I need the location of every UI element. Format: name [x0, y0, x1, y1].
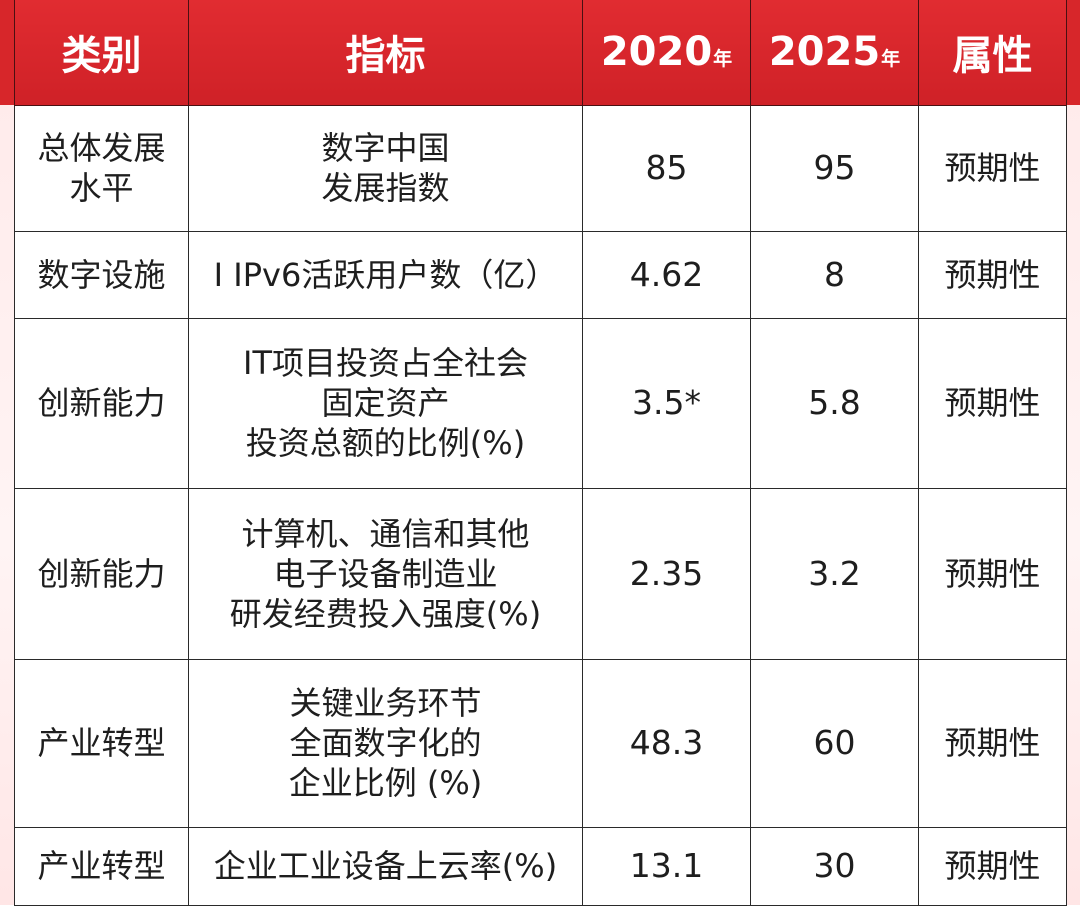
cell-category: 创新能力 — [14, 487, 189, 660]
cell-value-2020: 3.5* — [582, 317, 751, 489]
cell-value-2020: 85 — [582, 104, 751, 232]
cell-value-2025: 8 — [750, 230, 919, 319]
header-attribute: 属性 — [918, 0, 1067, 106]
table-row: 总体发展 水平 数字中国 发展指数 85 95 预期性 — [14, 104, 1067, 232]
cell-indicator: 数字中国 发展指数 — [188, 104, 583, 232]
cell-value-2020: 4.62 — [582, 230, 751, 319]
header-year-2020-number: 2020 — [600, 29, 713, 76]
header-year-2025: 2025年 — [750, 0, 919, 106]
cell-indicator: IT项目投资占全社会 固定资产 投资总额的比例(%) — [188, 317, 583, 489]
table-row: 创新能力 IT项目投资占全社会 固定资产 投资总额的比例(%) 3.5* 5.8… — [14, 317, 1067, 489]
header-row: 类别 指标 2020年 2025年 属性 — [14, 0, 1067, 106]
cell-indicator: 计算机、通信和其他 电子设备制造业 研发经费投入强度(%) — [188, 487, 583, 660]
cell-value-2020: 2.35 — [582, 487, 751, 660]
cell-indicator: 企业工业设备上云率(%) — [188, 826, 583, 906]
cell-attribute: 预期性 — [918, 826, 1067, 906]
table-row: 数字设施 I IPv6活跃用户数（亿） 4.62 8 预期性 — [14, 230, 1067, 319]
header-year-2025-number: 2025 — [768, 29, 881, 76]
cell-value-2025: 30 — [750, 826, 919, 906]
right-edge — [1066, 0, 1080, 905]
header-year-2020-suffix: 年 — [713, 48, 733, 71]
cell-attribute: 预期性 — [918, 104, 1067, 232]
cell-attribute: 预期性 — [918, 487, 1067, 660]
cell-attribute: 预期性 — [918, 230, 1067, 319]
table-row: 产业转型 关键业务环节 全面数字化的 企业比例 (%) 48.3 60 预期性 — [14, 658, 1067, 828]
cell-category: 创新能力 — [14, 317, 189, 489]
table-row: 产业转型 企业工业设备上云率(%) 13.1 30 预期性 — [14, 826, 1067, 906]
cell-category: 总体发展 水平 — [14, 104, 189, 232]
cell-category: 产业转型 — [14, 658, 189, 828]
cell-category: 数字设施 — [14, 230, 189, 319]
header-year-2020: 2020年 — [582, 0, 751, 106]
cell-value-2025: 5.8 — [750, 317, 919, 489]
table-header: 类别 指标 2020年 2025年 属性 — [14, 0, 1067, 106]
cell-indicator: I IPv6活跃用户数（亿） — [188, 230, 583, 319]
table-body: 总体发展 水平 数字中国 发展指数 85 95 预期性 数字设施 I IPv6活… — [14, 104, 1067, 906]
header-indicator: 指标 — [188, 0, 583, 106]
cell-value-2025: 60 — [750, 658, 919, 828]
cell-attribute: 预期性 — [918, 658, 1067, 828]
cell-value-2020: 48.3 — [582, 658, 751, 828]
cell-value-2025: 3.2 — [750, 487, 919, 660]
header-category: 类别 — [14, 0, 189, 106]
header-year-2025-suffix: 年 — [881, 48, 901, 71]
cell-value-2025: 95 — [750, 104, 919, 232]
table-row: 创新能力 计算机、通信和其他 电子设备制造业 研发经费投入强度(%) 2.35 … — [14, 487, 1067, 660]
cell-attribute: 预期性 — [918, 317, 1067, 489]
indicator-table: 类别 指标 2020年 2025年 属性 总体发展 水平 数字中国 发展指数 8… — [14, 0, 1067, 906]
cell-value-2020: 13.1 — [582, 826, 751, 906]
left-edge — [0, 0, 14, 905]
cell-indicator: 关键业务环节 全面数字化的 企业比例 (%) — [188, 658, 583, 828]
cell-category: 产业转型 — [14, 826, 189, 906]
